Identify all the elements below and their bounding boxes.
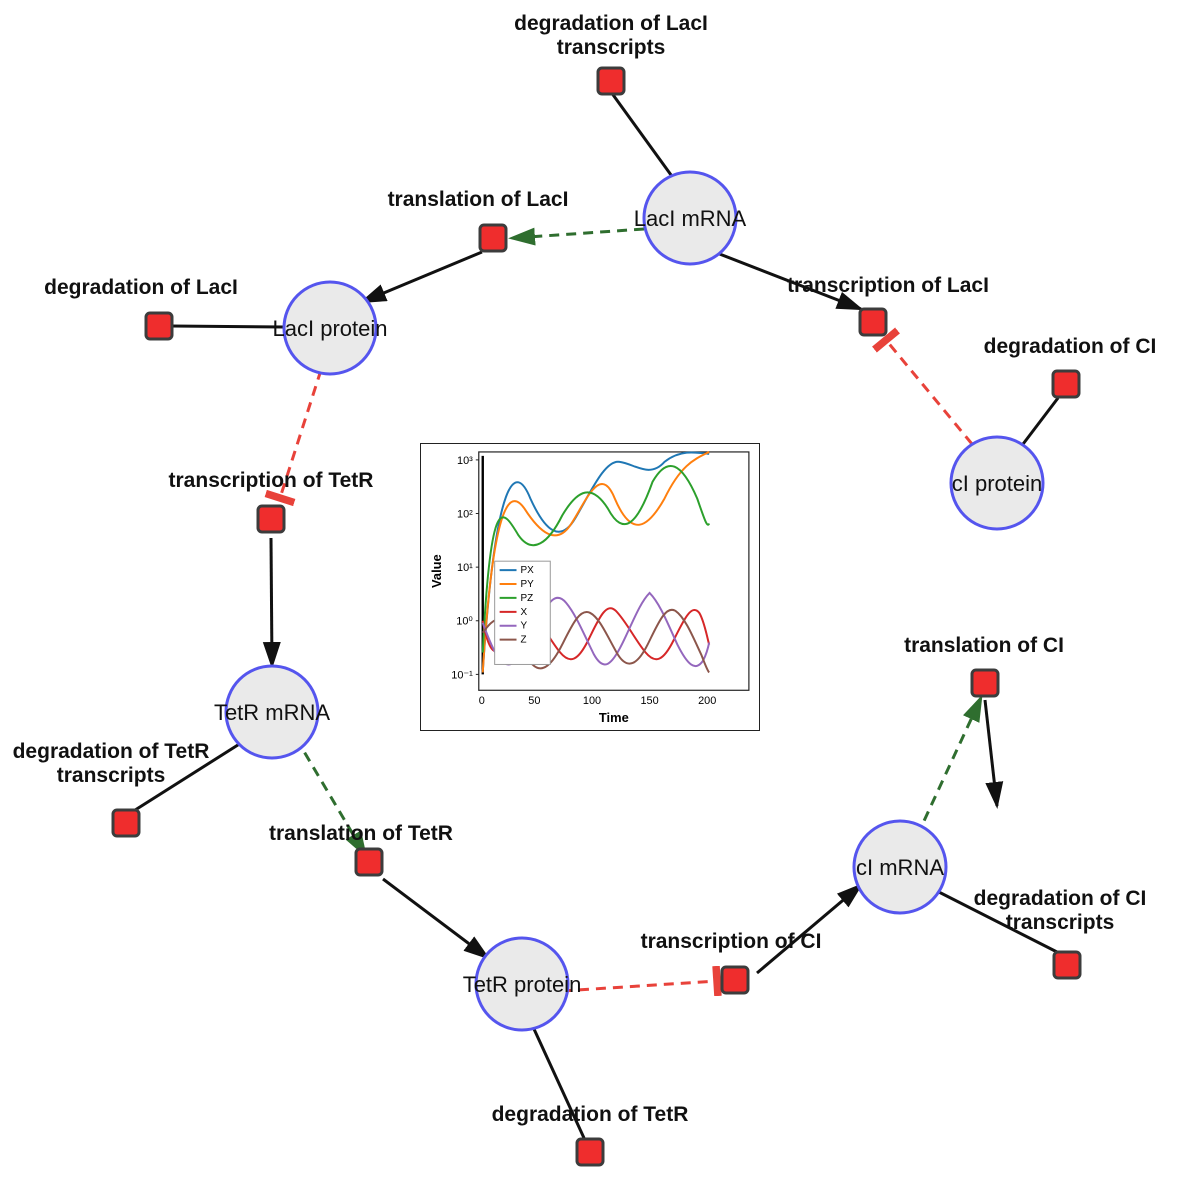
svg-text:10¹: 10¹: [457, 562, 473, 574]
edge-activate-tetr-translation: [296, 738, 364, 853]
reaction-square-translation-ci[interactable]: translation of CI: [904, 634, 1064, 696]
reaction-square-deg-tetr[interactable]: degradation of TetR: [492, 1103, 689, 1165]
repressilator-diagram: LacI mRNA LacI protein TetR mRNA TetR pr…: [0, 0, 1189, 1200]
svg-text:degradation of TetR: degradation of TetR: [492, 1103, 689, 1126]
reaction-square-deg-ci[interactable]: degradation of CI: [984, 335, 1157, 397]
svg-text:150: 150: [640, 695, 658, 707]
node-laci-mrna: LacI mRNA: [634, 172, 747, 264]
svg-text:Value: Value: [429, 554, 444, 588]
edge-laci-mrna-to-transcription-laci: [717, 253, 861, 309]
reaction-square-deg-ci-transcripts[interactable]: degradation of CI transcripts: [974, 887, 1147, 978]
svg-text:Time: Time: [599, 710, 629, 725]
svg-text:50: 50: [528, 695, 540, 707]
svg-text:Y: Y: [520, 621, 527, 632]
svg-text:100: 100: [583, 695, 601, 707]
edge-deg-tetr: [534, 1029, 584, 1138]
svg-text:200: 200: [698, 695, 716, 707]
svg-text:translation of CI: translation of CI: [904, 634, 1064, 657]
svg-text:X: X: [520, 607, 527, 618]
node-ci-mrna: cI mRNA: [854, 821, 946, 913]
reaction-square-deg-laci-transcripts[interactable]: degradation of LacI transcripts: [514, 12, 708, 94]
svg-text:translation of TetR: translation of TetR: [269, 822, 453, 845]
edge-deg-laci-transcripts: [611, 92, 679, 186]
svg-text:Z: Z: [520, 635, 526, 646]
node-ci-protein: cI protein: [951, 437, 1043, 529]
edge-deg-tetr-transcripts: [132, 743, 241, 812]
reaction-square-transcription-laci[interactable]: transcription of LacI: [787, 274, 989, 335]
edge-transcription-tetr-to-mrna: [271, 538, 272, 666]
edge-translation-laci-to-protein: [362, 252, 482, 302]
reaction-square-deg-tetr-transcripts[interactable]: degradation of TetR transcripts: [13, 740, 210, 836]
svg-text:0: 0: [479, 695, 485, 707]
repressilator-timeseries-chart: 10³ 10² 10¹ 10⁰ 10⁻¹ 0 50 100 150 200 Ti…: [420, 443, 760, 731]
chart-legend: PX PY PZ X Y Z: [495, 561, 551, 664]
edge-deg-ci-transcripts: [931, 888, 1059, 953]
svg-text:PX: PX: [520, 565, 534, 576]
edge-deg-laci: [171, 326, 284, 327]
edge-transcription-ci-to-mrna: [757, 885, 861, 973]
svg-text:PY: PY: [520, 579, 534, 590]
edge-activate-laci-translation: [514, 229, 644, 238]
svg-text:10⁰: 10⁰: [456, 616, 473, 628]
svg-text:10²: 10²: [457, 508, 473, 520]
edge-inhibit-ci-laci: [886, 340, 972, 444]
edge-translation-tetr-to-protein: [383, 879, 488, 958]
edge-translation-ci-to-protein: [985, 700, 997, 806]
node-tetr-mrna: TetR mRNA: [214, 666, 330, 758]
reaction-square-translation-laci[interactable]: translation of LacI: [388, 188, 569, 251]
svg-text:degradation of CI: degradation of CI: [984, 335, 1157, 358]
svg-text:10³: 10³: [457, 455, 473, 467]
edge-inhibit-laci-tetr: [280, 370, 321, 498]
edge-activate-ci-translation: [917, 700, 980, 836]
chart-svg-canvas: 10³ 10² 10¹ 10⁰ 10⁻¹ 0 50 100 150 200 Ti…: [421, 444, 759, 730]
svg-text:translation of LacI: translation of LacI: [388, 188, 569, 211]
svg-text:PZ: PZ: [520, 593, 533, 604]
svg-text:10⁻¹: 10⁻¹: [451, 669, 473, 681]
svg-text:degradation of LacI: degradation of LacI: [44, 276, 238, 299]
reaction-square-translation-tetr[interactable]: translation of TetR: [269, 822, 453, 875]
svg-text:transcription of TetR: transcription of TetR: [169, 469, 374, 492]
edge-inhibit-tetr-ci: [562, 981, 717, 991]
node-laci-protein: LacI protein: [273, 282, 388, 374]
reaction-square-deg-laci[interactable]: degradation of LacI: [44, 276, 238, 339]
reaction-square-transcription-tetr[interactable]: transcription of TetR: [169, 469, 374, 532]
